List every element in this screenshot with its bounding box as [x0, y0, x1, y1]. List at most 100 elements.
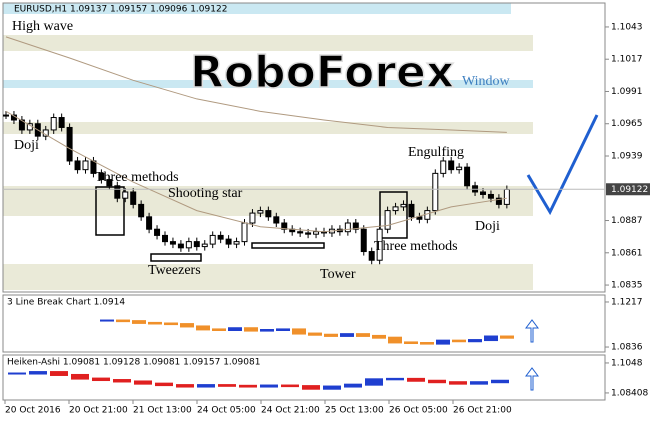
y-tick-label: 1.1017	[611, 55, 643, 65]
line-break-block	[180, 323, 194, 328]
line-break-block	[308, 332, 322, 336]
line-break-block	[132, 320, 146, 324]
heiken-ashi-bar	[344, 383, 362, 388]
annotation: Shooting star	[168, 186, 243, 201]
candle	[138, 203, 145, 218]
panel-title: 3 Line Break Chart 1.0914	[7, 298, 125, 308]
candle	[503, 189, 510, 205]
candle	[169, 241, 176, 245]
x-tick-label: 20 Oct 2016	[5, 406, 61, 416]
candle	[368, 251, 375, 261]
candle	[344, 222, 351, 233]
candle	[376, 228, 383, 261]
candle	[273, 216, 280, 224]
y-tick-label: 1.0836	[611, 343, 643, 353]
candle	[400, 203, 407, 208]
annotation: Three methods	[95, 170, 179, 185]
candle	[162, 234, 168, 243]
candle	[82, 160, 89, 171]
line-break-block	[356, 333, 370, 337]
line-break-block	[500, 335, 514, 339]
heiken-ashi-bar	[470, 381, 488, 385]
candle	[18, 119, 25, 131]
y-tick-label: 1.0939	[611, 152, 643, 162]
up-arrow	[525, 319, 539, 343]
candle	[154, 228, 161, 236]
moving-average	[5, 110, 507, 233]
panel-title: Heiken-Ashi 1.09081 1.09128 1.09081 1.09…	[7, 358, 260, 368]
candle	[3, 114, 9, 117]
heiken-ashi-bar	[386, 377, 404, 381]
candle	[130, 191, 137, 205]
up-arrow	[525, 367, 539, 391]
candle	[281, 222, 288, 230]
moving-average	[5, 36, 507, 133]
candle	[185, 241, 192, 249]
candle	[58, 117, 65, 128]
price-label: 1.09122	[611, 185, 648, 195]
heiken-ashi-bar	[260, 384, 278, 388]
y-tick-label: 1.0835	[611, 281, 643, 291]
candle	[384, 210, 391, 230]
panel-frames	[2, 2, 606, 401]
candle	[177, 243, 184, 249]
line-break-block	[244, 327, 258, 332]
candle	[424, 210, 431, 220]
heiken-ashi-bar	[113, 379, 131, 383]
candle	[217, 234, 224, 240]
candle	[122, 191, 129, 199]
line-break-block	[388, 336, 402, 344]
y-tick-label: 1.08408	[611, 388, 648, 398]
line-break-block	[260, 329, 274, 332]
line-break-block	[228, 327, 242, 332]
check-arrow	[526, 114, 599, 216]
x-tick-label: 24 Oct 21:00	[261, 406, 320, 416]
zones	[3, 3, 533, 290]
line-break-block	[436, 339, 450, 345]
x-tick-label: 24 Oct 05:00	[197, 406, 256, 416]
candle	[448, 160, 455, 171]
annotation: Doji	[14, 138, 39, 153]
line-break-block	[484, 335, 498, 342]
y-tick-label: 1.1048	[611, 358, 643, 368]
y-tick-label: 1.1043	[611, 22, 643, 32]
candle	[249, 212, 256, 224]
heiken-ashi-bar	[302, 385, 320, 390]
heiken-ashi-bar	[239, 384, 257, 388]
candle	[257, 210, 264, 214]
candle	[66, 126, 73, 162]
line-break-block	[100, 319, 114, 322]
heiken-ashi-bar	[218, 384, 236, 387]
line-break-block	[372, 334, 386, 339]
line-break-block	[276, 328, 290, 332]
candle	[305, 232, 312, 235]
heiken-ashi-bar	[155, 382, 173, 387]
candle	[416, 216, 423, 220]
x-tick-label: 25 Oct 13:00	[325, 406, 384, 416]
heiken-ashi-bar	[50, 371, 68, 376]
line-break-block	[148, 321, 162, 325]
y-tick-label: 1.0887	[611, 216, 643, 226]
annotation: Engulfing	[408, 145, 464, 160]
watermark: RoboForex	[190, 47, 454, 98]
candle	[98, 172, 105, 181]
header: EURUSD,H1 1.09137 1.09157 1.09096 1.0912…	[14, 5, 227, 15]
heiken-ashi-bar	[71, 373, 89, 380]
heiken-ashi-bar	[407, 377, 425, 382]
candle	[456, 166, 463, 171]
candle	[265, 210, 272, 218]
x-tick-label: 21 Oct 13:00	[133, 406, 192, 416]
candle	[313, 231, 320, 235]
annotation: Window	[462, 74, 511, 89]
heiken-ashi-bar	[29, 371, 47, 375]
heiken-ashi-bar	[323, 385, 341, 390]
heiken-ashi-bar	[197, 384, 215, 388]
line-break-block	[452, 339, 466, 343]
heiken-ashi-bar	[449, 381, 467, 385]
y-tick-label: 1.0965	[611, 119, 643, 129]
candle	[201, 243, 208, 248]
candle	[225, 238, 232, 245]
candle	[74, 160, 81, 171]
candle	[233, 241, 240, 245]
y-tick-label: 1.0861	[611, 248, 643, 258]
